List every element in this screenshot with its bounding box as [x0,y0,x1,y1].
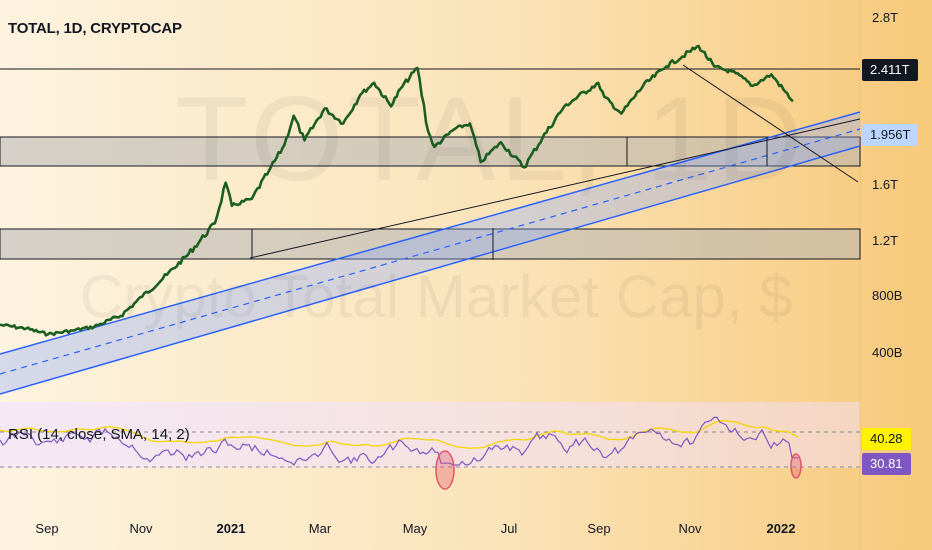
channel-upper-line [0,111,861,355]
description-watermark: Crypto Total Market Cap, $ [80,263,793,330]
price-axis-label: 400B [872,345,903,360]
price-series-line [0,44,794,337]
rsi-value-badge: 30.81 [862,453,911,475]
rsi-oversold-highlight [790,453,802,479]
time-axis-label: 2022 [766,521,796,536]
rsi-line [0,416,798,466]
current-price-badge: 1.956T [862,124,919,146]
time-axis-label: Nov [129,521,153,536]
time-axis-label: Sep [35,521,59,536]
price-axis-label: 2.8T [872,10,899,25]
rsi-ma-value-badge: 40.28 [862,428,911,450]
channel-lower-line [0,145,861,395]
trendline-falling [682,64,859,183]
trendline-rising [249,118,861,259]
price-axis-label: 1.2T [872,233,899,248]
time-axis-label: May [402,521,428,536]
price-axis-label: 800B [872,288,903,303]
time-axis-label: 2021 [216,521,246,536]
time-axis-label: Mar [308,521,332,536]
time-axis-label: Sep [587,521,611,536]
support-zone [0,228,861,260]
symbol-watermark: TOTAL, 1D [175,72,807,206]
rsi-oversold-highlight [435,450,455,490]
rsi-indicator-label[interactable]: RSI (14, close, SMA, 14, 2) [8,426,190,443]
horizontal-level-price-badge: 2.411T [862,59,918,81]
time-axis-label: Nov [678,521,702,536]
chart-title: TOTAL, 1D, CRYPTOCAP [8,20,182,37]
price-axis-label: 1.6T [872,177,899,192]
channel-fill [0,112,860,394]
rsi-pane-band [0,402,860,468]
time-axis-label: Jul [500,521,518,536]
